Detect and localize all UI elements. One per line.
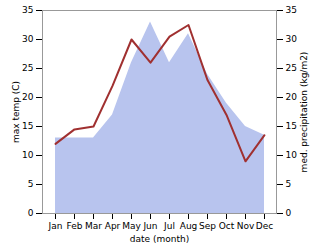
svg-text:5: 5 xyxy=(286,179,292,189)
svg-text:Jun: Jun xyxy=(142,221,157,231)
svg-text:20: 20 xyxy=(22,92,34,102)
svg-text:May: May xyxy=(122,221,141,231)
svg-text:5: 5 xyxy=(28,179,34,189)
svg-text:30: 30 xyxy=(286,34,298,44)
svg-text:30: 30 xyxy=(22,34,34,44)
svg-text:Apr: Apr xyxy=(105,221,121,231)
svg-text:Feb: Feb xyxy=(67,221,83,231)
svg-text:15: 15 xyxy=(22,121,33,131)
svg-text:max temp (C): max temp (C) xyxy=(11,81,21,143)
svg-text:Oct: Oct xyxy=(219,221,235,231)
svg-text:35: 35 xyxy=(22,5,33,15)
svg-text:Jan: Jan xyxy=(48,221,63,231)
svg-text:Mar: Mar xyxy=(85,221,102,231)
svg-text:med. precipitation (kg/m2): med. precipitation (kg/m2) xyxy=(299,52,309,173)
svg-text:35: 35 xyxy=(286,5,297,15)
svg-text:10: 10 xyxy=(286,150,298,160)
svg-text:25: 25 xyxy=(22,63,33,73)
svg-text:Dec: Dec xyxy=(256,221,273,231)
svg-text:15: 15 xyxy=(286,121,297,131)
svg-text:Nov: Nov xyxy=(237,221,255,231)
svg-text:20: 20 xyxy=(286,92,298,102)
svg-text:date (month): date (month) xyxy=(130,234,189,244)
svg-text:25: 25 xyxy=(286,63,297,73)
svg-text:10: 10 xyxy=(22,150,34,160)
svg-text:0: 0 xyxy=(28,208,34,218)
svg-text:Sep: Sep xyxy=(199,221,216,231)
svg-text:Jul: Jul xyxy=(163,221,175,231)
svg-text:Aug: Aug xyxy=(180,221,198,231)
svg-text:0: 0 xyxy=(286,208,292,218)
